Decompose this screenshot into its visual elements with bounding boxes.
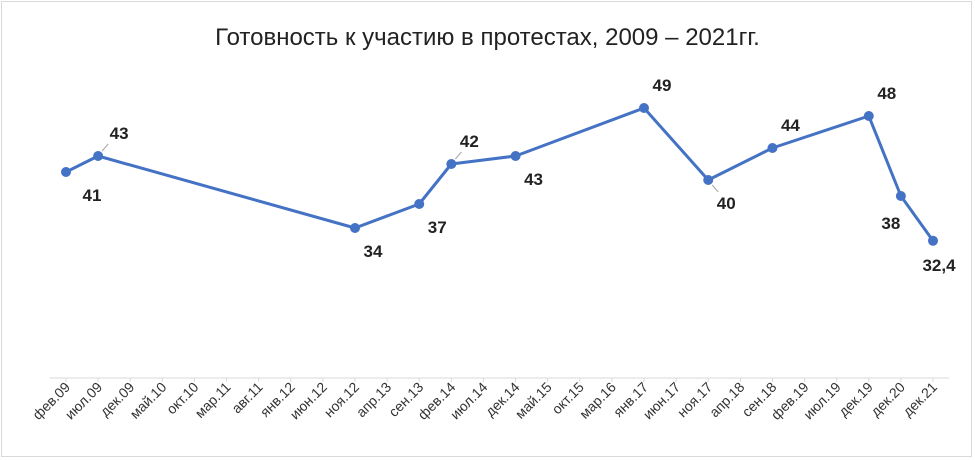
data-label: 43 — [524, 170, 543, 189]
x-tick-label: июн.12 — [287, 379, 331, 423]
series-line — [65, 106, 935, 242]
x-tick-label: апр.18 — [706, 379, 748, 421]
x-tick-label: май.15 — [512, 379, 555, 422]
data-point — [414, 199, 425, 209]
data-point — [350, 223, 360, 233]
data-label: 37 — [428, 218, 447, 237]
data-point — [863, 111, 874, 121]
label-leader-line — [711, 184, 719, 193]
x-tick-label: ноя.17 — [674, 379, 716, 421]
x-tick-label: июн.17 — [640, 379, 684, 423]
data-label: 42 — [460, 132, 479, 151]
data-label: 34 — [364, 242, 383, 261]
x-tick-label: дек.21 — [899, 379, 940, 420]
label-leader-line — [101, 143, 109, 152]
chart-title: Готовность к участию в протестах, 2009 –… — [215, 24, 760, 51]
x-tick-label: дек.19 — [835, 379, 876, 420]
label-leader-line — [454, 151, 462, 160]
data-point — [61, 167, 71, 177]
x-tick-label: мар.16 — [576, 379, 619, 422]
data-label: 32,4 — [922, 256, 956, 275]
data-label: 41 — [83, 186, 102, 205]
data-point — [928, 235, 938, 246]
x-tick-label: май.10 — [127, 379, 170, 422]
x-tick-label: дек.20 — [867, 379, 908, 420]
data-point — [895, 191, 906, 201]
data-label: 43 — [110, 124, 129, 143]
x-tick-label: мар.11 — [192, 379, 234, 421]
data-point — [510, 151, 521, 161]
data-point — [446, 159, 457, 169]
data-point — [703, 175, 714, 185]
data-point — [767, 143, 778, 153]
x-tick-label: ноя.12 — [321, 379, 363, 421]
x-tick-label: апр.13 — [353, 379, 395, 421]
data-label: 48 — [877, 84, 896, 103]
data-label: 40 — [717, 194, 736, 213]
data-label: 49 — [653, 76, 672, 95]
data-label: 38 — [881, 214, 900, 233]
data-point — [93, 151, 104, 161]
data-point — [639, 103, 649, 113]
data-label: 44 — [781, 116, 800, 135]
